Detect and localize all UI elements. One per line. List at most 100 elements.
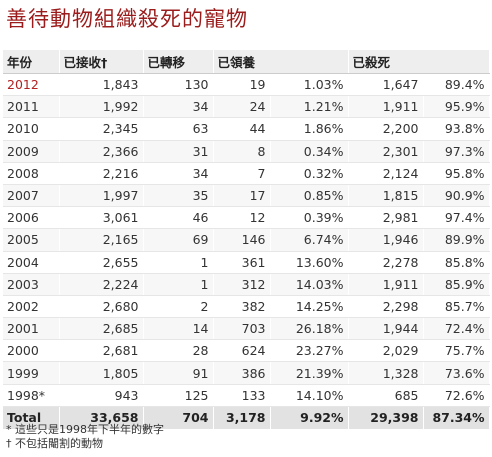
cell-received: 2,366	[59, 140, 144, 163]
footnote-half-year: * 這些只是1998年下半年的數字	[6, 423, 164, 436]
total-label: Total	[3, 405, 60, 429]
cell-killed: 1,328	[348, 361, 424, 385]
page-title: 善待動物組織殺死的寵物	[6, 7, 248, 31]
header-row: 年份 已接收† 已轉移 已領養 已殺死	[3, 50, 490, 74]
cell-transferred: 125	[143, 384, 214, 407]
cell-transferred: 130	[143, 73, 214, 97]
cell-adopted: 12	[213, 206, 271, 230]
cell-adopted-pct: 14.10%	[270, 384, 349, 407]
cell-transferred: 14	[143, 317, 214, 341]
cell-killed: 2,298	[348, 295, 424, 319]
cell-adopted: 24	[213, 95, 271, 119]
total-row: Total 33,658 704 3,178 9.92% 29,398 87.3…	[3, 405, 490, 429]
cell-adopted: 312	[213, 273, 271, 296]
cell-transferred: 91	[143, 361, 214, 385]
cell-received: 1,992	[59, 95, 144, 119]
footnote-neutered: † 不包括閹割的動物	[6, 437, 103, 450]
table-body: 2012 1,843 130 19 1.03% 1,647 89.4% 2011 1,992 34…	[3, 73, 490, 407]
cell-year: 2010	[3, 117, 60, 141]
total-transferred: 704	[143, 405, 214, 429]
cell-year: 2006	[3, 206, 60, 230]
table-row: 2012 1,843 130 19 1.03% 1,647 89.4%	[3, 73, 490, 97]
total-received: 33,658	[59, 405, 144, 429]
table-row: 2009 2,366 31 8 0.34% 2,301 97.3%	[3, 140, 490, 163]
cell-killed: 2,981	[348, 206, 424, 230]
cell-received: 2,345	[59, 117, 144, 141]
cell-transferred: 28	[143, 339, 214, 363]
column-header-killed: 已殺死	[348, 50, 490, 74]
column-header-year: 年份	[3, 50, 60, 74]
cell-killed-pct: 72.4%	[423, 317, 490, 341]
cell-adopted: 19	[213, 73, 271, 97]
table-row: 2001 2,685 14 703 26.18% 1,944 72.4%	[3, 317, 490, 341]
cell-adopted-pct: 14.25%	[270, 295, 349, 319]
cell-received: 2,685	[59, 317, 144, 341]
cell-year: 1998*	[3, 384, 60, 407]
cell-killed-pct: 85.7%	[423, 295, 490, 319]
cell-adopted: 7	[213, 162, 271, 185]
cell-adopted-pct: 1.03%	[270, 73, 349, 97]
table-row: 2002 2,680 2 382 14.25% 2,298 85.7%	[3, 295, 490, 319]
cell-adopted: 386	[213, 361, 271, 385]
cell-adopted: 133	[213, 384, 271, 407]
total-adopted: 3,178	[213, 405, 271, 429]
table-row: 1998* 943 125 133 14.10% 685 72.6%	[3, 384, 490, 407]
cell-year: 2011	[3, 95, 60, 119]
column-header-adopted: 已領養	[213, 50, 349, 74]
cell-adopted-pct: 23.27%	[270, 339, 349, 363]
cell-received: 1,805	[59, 361, 144, 385]
column-header-received: 已接收†	[59, 50, 144, 74]
cell-adopted-pct: 0.32%	[270, 162, 349, 185]
cell-adopted: 44	[213, 117, 271, 141]
table-row: 2007 1,997 35 17 0.85% 1,815 90.9%	[3, 184, 490, 208]
cell-transferred: 69	[143, 228, 214, 252]
cell-received: 2,224	[59, 273, 144, 296]
cell-year: 1999	[3, 361, 60, 385]
cell-year: 2008	[3, 162, 60, 185]
cell-transferred: 34	[143, 162, 214, 185]
cell-killed: 1,911	[348, 95, 424, 119]
cell-adopted: 624	[213, 339, 271, 363]
cell-received: 943	[59, 384, 144, 407]
cell-killed: 1,815	[348, 184, 424, 208]
column-header-transferred: 已轉移	[143, 50, 214, 74]
cell-transferred: 2	[143, 295, 214, 319]
cell-killed-pct: 97.4%	[423, 206, 490, 230]
cell-transferred: 34	[143, 95, 214, 119]
cell-killed: 2,301	[348, 140, 424, 163]
cell-adopted: 382	[213, 295, 271, 319]
table-row: 1999 1,805 91 386 21.39% 1,328 73.6%	[3, 361, 490, 385]
table-row: 2000 2,681 28 624 23.27% 2,029 75.7%	[3, 339, 490, 363]
cell-killed-pct: 89.4%	[423, 73, 490, 97]
cell-adopted-pct: 1.21%	[270, 95, 349, 119]
cell-adopted-pct: 6.74%	[270, 228, 349, 252]
cell-received: 2,680	[59, 295, 144, 319]
cell-transferred: 1	[143, 273, 214, 296]
cell-adopted-pct: 13.60%	[270, 251, 349, 274]
cell-year: 2009	[3, 140, 60, 163]
cell-killed-pct: 93.8%	[423, 117, 490, 141]
cell-received: 1,843	[59, 73, 144, 97]
table-row: 2006 3,061 46 12 0.39% 2,981 97.4%	[3, 206, 490, 230]
cell-killed: 685	[348, 384, 424, 407]
cell-received: 3,061	[59, 206, 144, 230]
cell-received: 2,655	[59, 251, 144, 274]
cell-adopted: 361	[213, 251, 271, 274]
cell-killed-pct: 75.7%	[423, 339, 490, 363]
total-killed-pct: 87.34%	[423, 405, 490, 429]
total-adopted-pct: 9.92%	[270, 405, 349, 429]
cell-killed-pct: 90.9%	[423, 184, 490, 208]
table-row: 2008 2,216 34 7 0.32% 2,124 95.8%	[3, 162, 490, 185]
cell-killed: 2,278	[348, 251, 424, 274]
total-killed: 29,398	[348, 405, 424, 429]
cell-year: 2012	[3, 73, 60, 97]
cell-killed: 2,029	[348, 339, 424, 363]
cell-received: 1,997	[59, 184, 144, 208]
cell-adopted: 8	[213, 140, 271, 163]
table-header: 年份 已接收† 已轉移 已領養 已殺死	[3, 50, 490, 74]
table-row: 2011 1,992 34 24 1.21% 1,911 95.9%	[3, 95, 490, 119]
cell-killed-pct: 85.9%	[423, 273, 490, 296]
cell-killed: 1,911	[348, 273, 424, 296]
cell-adopted: 146	[213, 228, 271, 252]
cell-received: 2,165	[59, 228, 144, 252]
